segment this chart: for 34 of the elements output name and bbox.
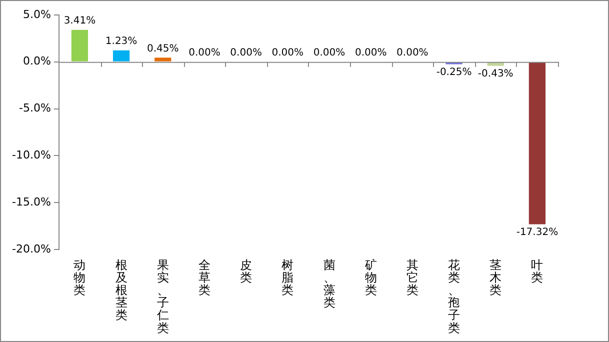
x-tick-label: 茎木类: [490, 258, 502, 298]
x-tick-label: 其它类: [406, 258, 418, 298]
y-tick-label: 0.0%: [22, 54, 51, 68]
y-tick-label: 5.0%: [22, 8, 51, 21]
bar: [528, 62, 546, 224]
y-tick-label: -10.0%: [12, 148, 51, 162]
bar: [154, 58, 172, 62]
x-tick-label: 果实、子仁类: [156, 258, 169, 335]
data-label: 0.00%: [354, 47, 387, 58]
data-label: 1.23%: [105, 36, 138, 47]
x-tick-label: 菌、藻类: [323, 258, 336, 310]
y-tick-label: -5.0%: [18, 102, 51, 115]
data-label: -0.25%: [436, 66, 472, 78]
x-tick-label: 皮类: [240, 258, 252, 284]
data-label: 0.00%: [313, 47, 346, 58]
data-label: 0.00%: [188, 47, 220, 58]
x-tick-label: 全草类: [198, 258, 210, 298]
bar: [71, 30, 88, 62]
data-label: -0.43%: [478, 68, 514, 80]
x-tick-label: 树脂类: [282, 258, 294, 298]
x-tick-label: 动物类: [74, 258, 86, 298]
data-label: 0.45%: [147, 43, 179, 54]
data-label: 0.00%: [230, 47, 262, 58]
x-tick-label: 叶类: [531, 258, 544, 284]
data-label: -17.32%: [516, 226, 558, 238]
y-tick-label: -15.0%: [12, 195, 51, 208]
y-tick-label: -20.0%: [12, 242, 51, 256]
data-label: 3.41%: [64, 16, 96, 26]
data-label: 0.00%: [272, 47, 304, 58]
data-label: 0.00%: [396, 47, 428, 58]
x-tick-label: 花类、孢子类: [448, 258, 460, 335]
x-tick-label: 根及根茎类: [115, 258, 128, 322]
x-tick-label: 矿物类: [364, 258, 377, 298]
bar: [112, 50, 130, 62]
